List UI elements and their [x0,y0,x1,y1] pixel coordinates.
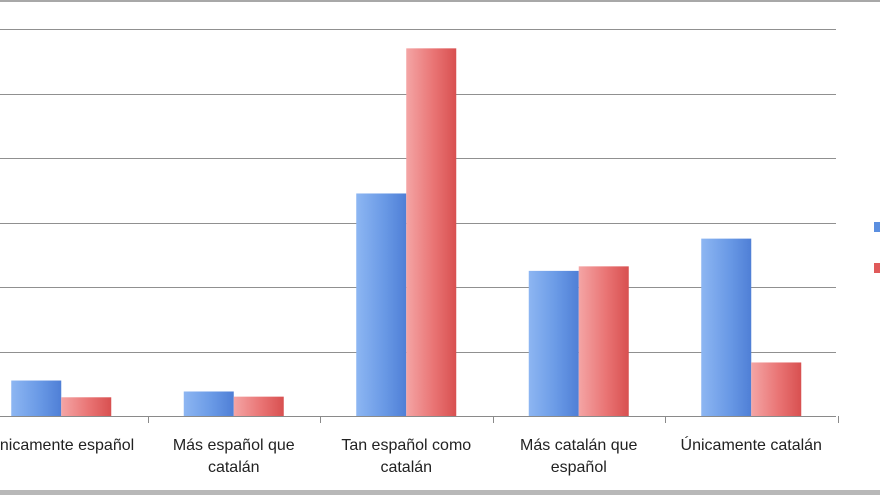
bars [11,48,802,416]
bar-series-1-cat-4 [528,270,579,416]
bar-series-1-cat-3 [356,193,407,416]
bar-series-2-cat-4 [578,266,629,416]
bar-series-2-cat-2 [233,396,284,416]
bar-series-2-cat-5 [751,362,802,416]
x-axis [148,416,839,423]
bar-series-1-cat-5 [701,238,752,416]
category-labels: Únicamente español Más español que catalán… [0,435,822,476]
category-label-1: Únicamente español [0,435,134,454]
category-label-2: Más español que catalán [173,437,295,476]
legend [874,222,880,273]
legend-swatch-2 [874,263,880,273]
bar-series-2-cat-1 [61,397,112,416]
legend-swatch-1 [874,222,880,232]
bar-series-1-cat-2 [183,391,234,416]
category-label-3: Tan español como catalán [341,437,471,476]
category-label-4: Más catalán que español [520,437,638,476]
bar-series-2-cat-3 [406,48,457,416]
category-label-5: Únicamente catalán [681,435,822,454]
bar-series-1-cat-1 [11,380,62,416]
